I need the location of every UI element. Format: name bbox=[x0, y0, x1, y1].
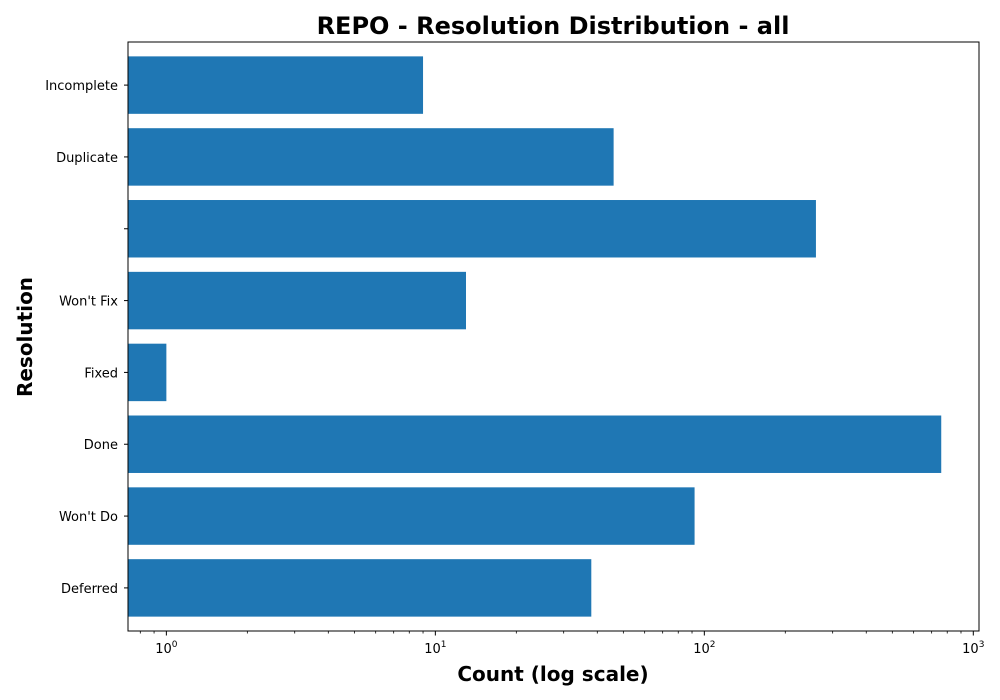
y-tick-label: Deferred bbox=[61, 582, 118, 597]
bars-layer bbox=[128, 56, 941, 616]
bar bbox=[128, 128, 614, 185]
x-tick-base: 10 bbox=[155, 642, 172, 657]
chart-title: REPO - Resolution Distribution - all bbox=[317, 12, 790, 40]
bar bbox=[128, 56, 423, 113]
y-tick-label: Duplicate bbox=[56, 151, 118, 166]
x-tick-base: 10 bbox=[962, 642, 979, 657]
y-tick-label: Won't Fix bbox=[59, 295, 118, 310]
y-axis: Deferred Won't Do Done Fixed Won't Fix Duplic… bbox=[45, 79, 128, 597]
x-tick-label: 102 bbox=[693, 640, 715, 657]
y-axis-label: Resolution bbox=[13, 277, 37, 397]
bar bbox=[128, 487, 695, 544]
x-tick-base: 10 bbox=[693, 642, 710, 657]
y-tick-label: Won't Do bbox=[59, 510, 118, 525]
y-tick-label: Done bbox=[84, 438, 118, 453]
x-axis: 100 101 102 103 bbox=[140, 631, 984, 657]
x-tick-label: 103 bbox=[962, 640, 984, 657]
x-tick-label: 101 bbox=[424, 640, 446, 657]
bar bbox=[128, 200, 816, 257]
bar bbox=[128, 272, 466, 329]
y-tick-label: Incomplete bbox=[45, 79, 118, 94]
bar bbox=[128, 416, 941, 473]
x-tick-base: 10 bbox=[424, 642, 441, 657]
y-tick-label: Fixed bbox=[84, 366, 118, 381]
x-tick-exponent: 0 bbox=[172, 640, 178, 650]
x-tick-exponent: 3 bbox=[979, 640, 985, 650]
bar bbox=[128, 559, 591, 616]
bar bbox=[128, 344, 166, 401]
x-tick-exponent: 1 bbox=[441, 640, 447, 650]
x-tick-label: 100 bbox=[155, 640, 178, 657]
x-axis-label: Count (log scale) bbox=[457, 662, 648, 686]
x-tick-exponent: 2 bbox=[710, 640, 716, 650]
